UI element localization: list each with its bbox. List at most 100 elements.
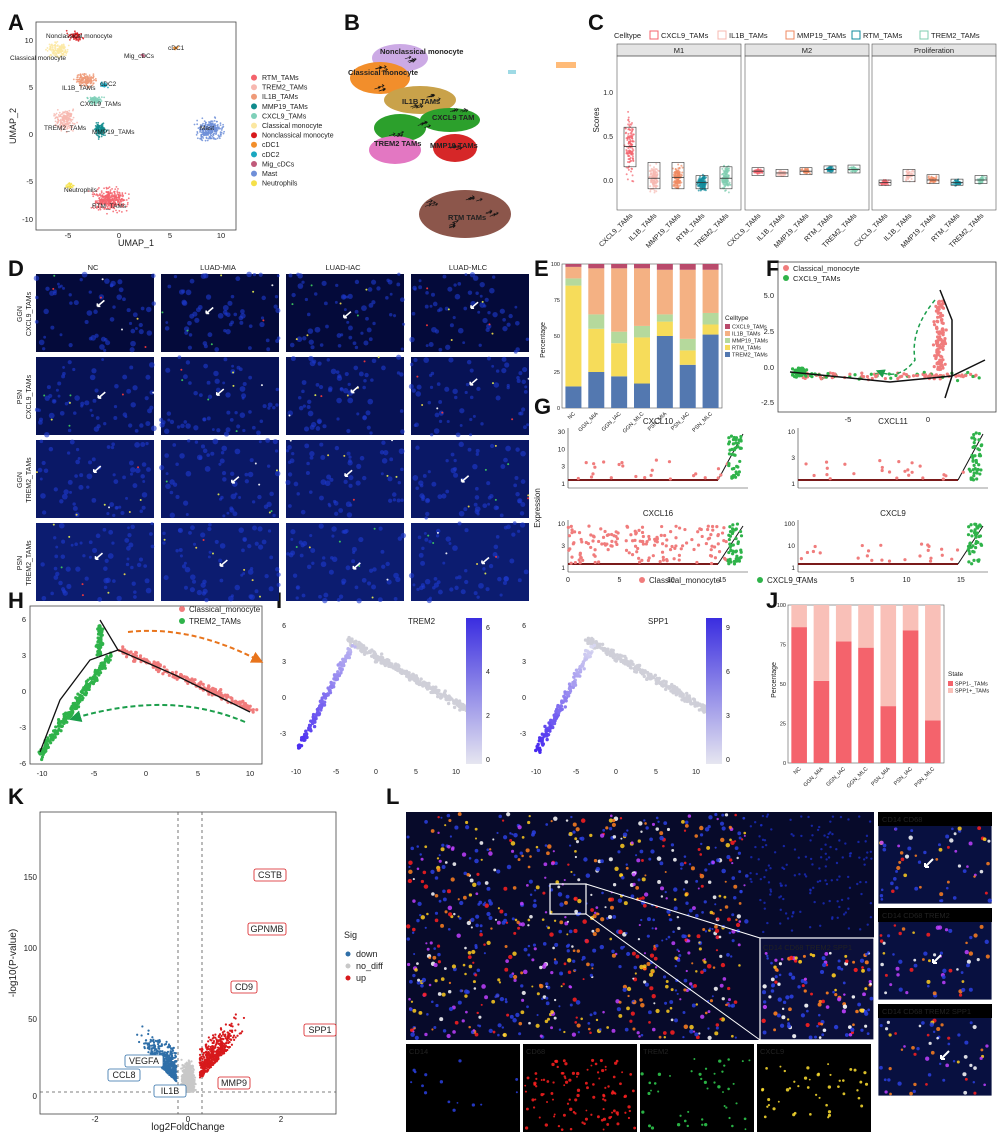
nucleus (148, 362, 155, 368)
nucleus (59, 499, 64, 504)
expr-point (641, 542, 646, 546)
umap-point (46, 47, 49, 49)
nucleus (425, 291, 429, 295)
signal-spot (123, 573, 126, 576)
col-label: NC (88, 263, 99, 272)
bar-segment (702, 324, 719, 335)
score-point (984, 176, 987, 179)
nucleus (120, 511, 125, 516)
nucleus (72, 367, 76, 372)
expr-point (735, 464, 739, 468)
tick: 50 (554, 334, 560, 340)
umap-point (199, 124, 202, 126)
signal-spot (445, 552, 448, 555)
umap-point (200, 137, 203, 140)
umap-point (72, 78, 75, 81)
nucleus (523, 569, 529, 575)
expr-point (609, 532, 614, 537)
nucleus (177, 527, 184, 534)
umap-point (223, 130, 226, 133)
nucleus (229, 506, 234, 511)
umap-point (206, 139, 209, 142)
legend-label: CXCL9_TAMs (732, 325, 767, 331)
nucleus (146, 330, 153, 336)
nucleus (144, 396, 149, 401)
umap-point (216, 129, 219, 132)
signal-spot (488, 323, 491, 326)
nucleus (302, 336, 307, 341)
nucleus (459, 408, 465, 414)
nucleus (193, 425, 199, 431)
nucleus (206, 380, 211, 385)
nucleus (438, 347, 443, 352)
umap-point (201, 125, 204, 127)
nucleus (90, 414, 94, 418)
signal-spot (254, 462, 257, 465)
micrograph (36, 523, 154, 601)
umap-x-label: UMAP_1 (118, 238, 154, 248)
expr-point (573, 560, 577, 565)
umap-point (97, 131, 100, 134)
nucleus (69, 439, 75, 445)
umap-point (211, 131, 214, 134)
umap-point (209, 137, 211, 140)
umap-point (67, 117, 70, 119)
nucleus (274, 449, 279, 453)
panel-b-velocity: Nonclassical monocyte Classical monocyte… (348, 44, 576, 238)
nucleus (240, 573, 244, 577)
nucleus (238, 527, 244, 533)
nucleus (500, 464, 506, 469)
umap-point (75, 37, 78, 40)
score-point (626, 166, 629, 169)
nucleus (516, 378, 521, 383)
score-point (934, 177, 937, 180)
signal-spot (186, 329, 189, 332)
cell (90, 676, 94, 680)
legend-label: MMP19_TAMs (732, 339, 768, 345)
umap-point (72, 33, 75, 36)
nucleus (275, 308, 281, 314)
umap-point (78, 37, 80, 40)
expr-point (732, 453, 736, 457)
nucleus (400, 429, 405, 434)
nucleus (442, 561, 446, 565)
signal-spot (386, 578, 389, 581)
umap-point (69, 34, 71, 37)
nucleus (454, 585, 459, 590)
category-label: PSN_IAC (670, 411, 691, 432)
nucleus (106, 512, 110, 516)
umap-point (202, 133, 205, 136)
umap-point (111, 192, 113, 194)
umap-point (52, 51, 55, 54)
score-point (655, 171, 658, 174)
nucleus (140, 442, 146, 447)
nucleus (349, 503, 353, 507)
umap-point (210, 120, 213, 123)
umap-point (89, 102, 91, 104)
nucleus (464, 568, 468, 573)
nucleus (288, 273, 293, 278)
nucleus (385, 296, 389, 300)
umap-point (68, 113, 71, 116)
umap-point (124, 192, 127, 195)
umap-point (204, 139, 207, 142)
signal-spot (346, 394, 349, 397)
score-point (702, 176, 705, 179)
expr-point (704, 541, 708, 546)
umap-point (102, 129, 105, 132)
expr-point (706, 527, 710, 532)
legend-swatch (725, 345, 730, 350)
nucleus (513, 483, 518, 488)
nucleus (88, 540, 93, 545)
nucleus (230, 493, 237, 500)
nucleus (111, 442, 116, 447)
expr-point (940, 547, 944, 551)
nucleus (434, 412, 440, 418)
umap-point (118, 192, 121, 194)
nucleus (458, 441, 464, 448)
nucleus (359, 455, 365, 461)
nucleus (513, 349, 518, 354)
nucleus (183, 420, 188, 424)
category-label: GGN_IAC (601, 411, 623, 433)
nucleus (446, 419, 450, 424)
